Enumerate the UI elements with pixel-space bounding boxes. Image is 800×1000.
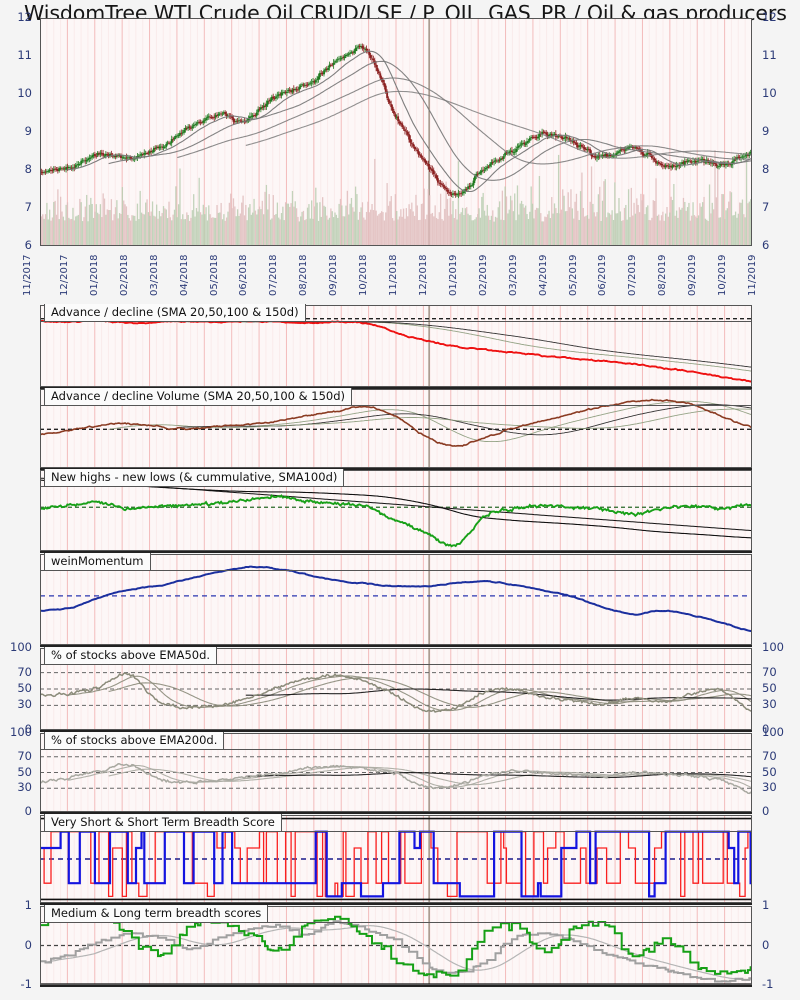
price-tick-right: 9 [762,124,770,138]
panel-separator [40,985,752,987]
score-tick-left: 1 [24,898,32,912]
price-tick-left: 12 [17,10,32,24]
panel-label-mlt: Medium & Long term breadth scores [44,905,269,923]
pct-tick-right: 30 [762,697,777,712]
score-tick-right: -1 [762,977,774,991]
panel-label-underline-ema200 [40,732,752,750]
pct-tick-right: 50 [762,764,777,779]
date-tick: 07/2018 [268,254,280,296]
pct-tick-left: 100 [10,640,32,654]
panel-separator [40,903,752,905]
pct-tick-left: 70 [17,664,32,679]
panel-label-underline-mlt [40,905,752,923]
panel-weinmom[interactable] [40,554,752,645]
date-tick: 10/2018 [358,254,370,296]
price-tick-right: 11 [762,48,777,62]
date-tick: 10/2019 [717,254,729,296]
pct-tick-left: 0 [24,722,32,736]
panel-label-underline-newhilo [40,469,752,487]
date-tick: 08/2018 [298,254,310,296]
panel-separator [40,468,752,470]
price-tick-right: 12 [762,10,777,24]
panel-label-underline-weinmom [40,553,752,571]
pct-tick-left: 100 [10,725,32,739]
panel-label-newhilo: New highs - new lows (& cummulative, SMA… [44,469,345,487]
date-tick: 12/2017 [58,254,70,296]
panel-label-ema200: % of stocks above EMA200d. [44,732,225,750]
pct-tick-right: 0 [762,804,770,818]
date-tick: 01/2018 [88,254,100,296]
panel-label-underline-vsst [40,814,752,832]
pct-tick-left: 0 [24,804,32,818]
price-tick-right: 7 [762,200,770,214]
panel-price[interactable] [40,18,752,246]
pct-tick-right: 100 [762,725,784,739]
panel-label-weinmom: weinMomentum [44,553,151,571]
pct-tick-left: 50 [17,764,32,779]
price-tick-right: 6 [762,238,770,252]
panel-separator [40,387,752,389]
date-tick: 01/2019 [447,254,459,296]
date-tick: 06/2019 [597,254,609,296]
date-tick: 07/2019 [627,254,639,296]
panel-separator [40,730,752,732]
pct-tick-left: 30 [17,697,32,712]
date-tick: 02/2018 [118,254,130,296]
price-tick-left: 10 [17,86,32,100]
pct-tick-right: 100 [762,640,784,654]
date-tick: 03/2018 [148,254,160,296]
pct-tick-left: 50 [17,681,32,695]
panel-newhilo[interactable] [40,470,752,551]
score-tick-right: 1 [762,898,770,912]
panel-label-vsst: Very Short & Short Term Breadth Score [44,814,282,832]
price-tick-right: 10 [762,86,777,100]
date-tick: 08/2019 [657,254,669,296]
price-tick-left: 11 [17,48,32,62]
date-tick: 09/2018 [328,254,340,296]
panel-separator [40,551,752,553]
price-tick-left: 6 [24,238,32,252]
score-tick-left: -1 [20,977,32,991]
score-tick-left: 0 [24,937,32,952]
date-tick: 11/2019 [747,254,759,296]
pct-tick-right: 70 [762,664,777,679]
panel-separator [40,812,752,814]
date-tick: 06/2018 [238,254,250,296]
score-tick-right: 0 [762,937,770,952]
panel-label-underline-advdecvol [40,388,752,406]
panel-label-underline-advdec [40,304,752,322]
panel-label-underline-ema50 [40,647,752,665]
price-tick-right: 8 [762,162,770,176]
pct-tick-left: 30 [17,780,32,795]
panel-label-ema50: % of stocks above EMA50d. [44,647,218,665]
pct-tick-right: 30 [762,780,777,795]
date-tick: 04/2019 [537,254,549,296]
price-tick-left: 8 [24,162,32,176]
panel-separator [40,645,752,647]
panel-label-advdecvol: Advance / decline Volume (SMA 20,50,100 … [44,388,352,406]
date-tick: 05/2018 [208,254,220,296]
date-tick: 09/2019 [687,254,699,296]
date-tick: 02/2019 [477,254,489,296]
date-tick: 11/2018 [388,254,400,296]
price-tick-left: 9 [24,124,32,138]
pct-tick-right: 70 [762,748,777,763]
pct-tick-right: 0 [762,722,770,736]
date-tick: 04/2018 [178,254,190,296]
date-tick: 12/2018 [417,254,429,296]
pct-tick-right: 50 [762,681,777,695]
panel-label-advdec: Advance / decline (SMA 20,50,100 & 150d) [44,304,306,322]
price-tick-left: 7 [24,200,32,214]
pct-tick-left: 70 [17,748,32,763]
date-tick: 11/2017 [22,254,33,296]
date-tick: 05/2019 [567,254,579,296]
date-tick: 03/2019 [507,254,519,296]
